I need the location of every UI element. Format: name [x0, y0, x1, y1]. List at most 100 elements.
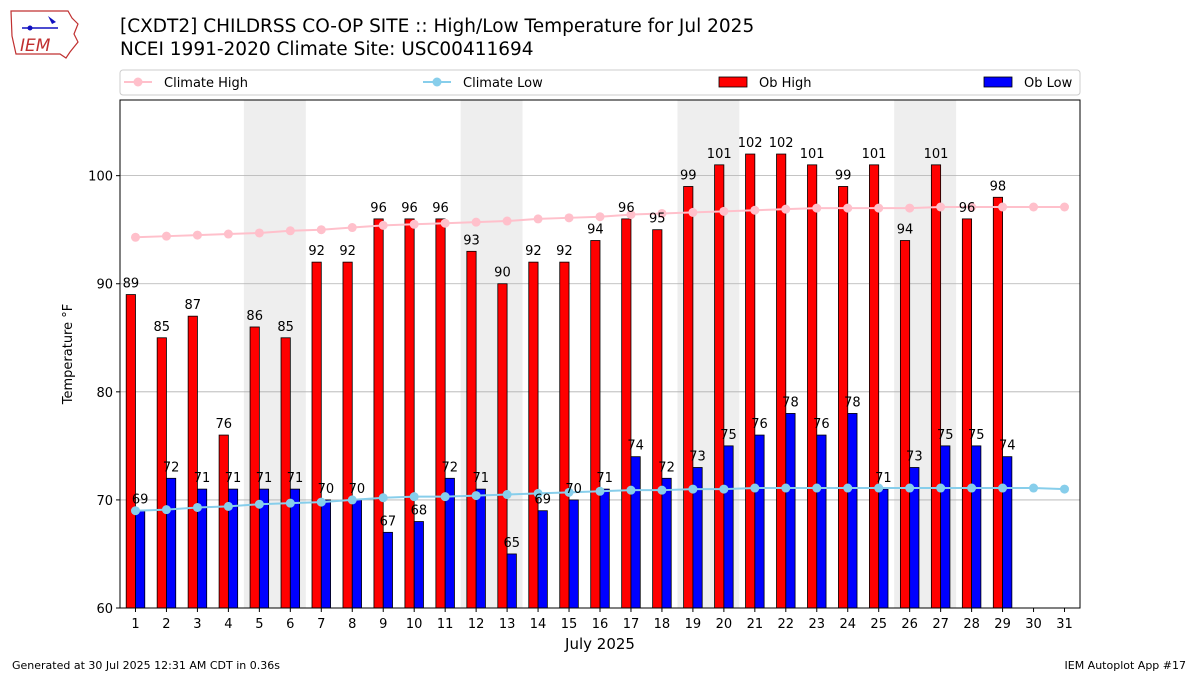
climate-low-point: [471, 491, 481, 501]
ob-high-bar: [930, 164, 942, 609]
generated-timestamp: Generated at 30 Jul 2025 12:31 AM CDT in…: [12, 659, 280, 672]
ob-low-label: 73: [906, 449, 923, 464]
x-tick-label: 2: [162, 617, 170, 632]
y-tick-label: 90: [96, 278, 113, 293]
x-tick-label: 26: [901, 617, 918, 632]
climate-low-point: [409, 492, 419, 502]
legend-label: Climate High: [164, 76, 248, 91]
x-tick-label: 17: [623, 617, 640, 632]
climate-low-point: [347, 495, 357, 505]
climate-high-point: [936, 202, 946, 212]
climate-low-point: [223, 501, 233, 511]
climate-low-point: [502, 490, 512, 500]
ob-high-bar: [187, 315, 198, 609]
x-tick-label: 23: [809, 617, 826, 632]
x-tick-label: 3: [193, 617, 201, 632]
climate-low-point: [1060, 484, 1070, 494]
ob-low-label: 75: [968, 428, 985, 443]
climate-high-point: [192, 230, 202, 240]
climate-high-point: [874, 203, 884, 213]
ob-low-label: 74: [999, 439, 1016, 454]
ob-low-bar: [878, 488, 889, 609]
climate-low-point: [626, 485, 636, 495]
ob-low-label: 72: [442, 460, 459, 475]
climate-high-point: [967, 202, 977, 212]
climate-high-point: [905, 203, 915, 213]
ob-high-bar: [869, 164, 880, 609]
climate-high-point: [409, 219, 419, 229]
ob-high-bar: [714, 164, 725, 609]
ob-high-bar: [559, 261, 570, 609]
y-tick-label: 60: [96, 602, 113, 617]
ob-high-label: 76: [215, 417, 232, 432]
ob-high-label: 101: [800, 147, 825, 162]
x-tick-label: 7: [317, 617, 325, 632]
x-tick-label: 28: [963, 617, 980, 632]
x-tick-label: 1: [131, 617, 139, 632]
legend-bar-swatch: [983, 76, 1013, 88]
ob-high-label: 101: [707, 147, 732, 162]
ob-high-bar: [807, 164, 818, 609]
ob-low-label: 75: [937, 428, 954, 443]
ob-high-label: 96: [432, 201, 449, 216]
ob-high-bar: [125, 294, 136, 609]
ob-low-bar: [785, 413, 796, 609]
climate-low-point: [998, 483, 1008, 493]
ob-high-bar: [435, 218, 446, 609]
x-tick-label: 30: [1025, 617, 1042, 632]
ob-low-bar: [723, 445, 734, 609]
x-tick-label: 20: [716, 617, 733, 632]
ob-low-label: 71: [256, 471, 273, 486]
ob-high-bar: [745, 153, 756, 609]
climate-high-point: [161, 231, 171, 241]
data-labels: 89 85 87 76 86 85 92 92 96 96 96 93 90 92 92 94 96 95 99 10…: [123, 136, 1016, 551]
ob-high-bar: [311, 261, 322, 609]
ob-low-label: 76: [813, 417, 830, 432]
ob-high-label: 94: [587, 223, 604, 238]
climate-high-point: [254, 228, 264, 238]
ob-high-label: 101: [924, 147, 949, 162]
ob-low-label: 71: [225, 471, 242, 486]
ob-high-label: 99: [835, 168, 852, 183]
iowa-outline-icon: [10, 10, 79, 59]
ob-high-label: 96: [959, 201, 976, 216]
ob-low-label: 69: [132, 493, 149, 508]
ob-low-bar: [320, 499, 331, 609]
climate-high-point: [1029, 202, 1039, 212]
ob-low-bar: [568, 499, 579, 609]
x-tick-label: 10: [406, 617, 423, 632]
ob-high-label: 102: [738, 136, 763, 151]
ob-high-bar: [621, 218, 632, 609]
ob-low-label: 68: [411, 504, 428, 519]
ob-high-bar: [218, 434, 229, 609]
x-tick-label: 8: [348, 617, 356, 632]
ob-high-label: 92: [308, 244, 325, 259]
x-tick-label: 5: [255, 617, 263, 632]
climate-low-point: [285, 498, 295, 508]
climate-lines: [130, 202, 1070, 516]
ob-low-bar: [1002, 456, 1013, 609]
y-axis-label: Temperature °F: [61, 304, 76, 405]
climate-high-point: [502, 216, 512, 226]
x-tick-label: 9: [379, 617, 387, 632]
x-tick-label: 12: [468, 617, 485, 632]
x-tick-label: 16: [592, 617, 609, 632]
logo-text: IEM: [20, 36, 51, 56]
ob-high-label: 93: [463, 233, 480, 248]
x-tick-label: 22: [778, 617, 795, 632]
ob-high-bar: [497, 283, 508, 609]
climate-low-point: [378, 493, 388, 503]
x-tick-label: 11: [437, 617, 454, 632]
x-tick-label: 24: [839, 617, 856, 632]
climate-low-point: [967, 483, 977, 493]
ob-low-bar: [135, 510, 146, 609]
ob-low-label: 74: [627, 439, 644, 454]
legend-marker: [133, 77, 143, 87]
ob-high-bar: [528, 261, 539, 609]
climate-high-point: [223, 229, 233, 239]
y-tick-label: 80: [96, 386, 113, 401]
ob-low-bar: [475, 488, 486, 609]
ob-low-label: 76: [751, 417, 768, 432]
ob-low-bar: [382, 531, 393, 609]
climate-high-point: [316, 225, 326, 235]
